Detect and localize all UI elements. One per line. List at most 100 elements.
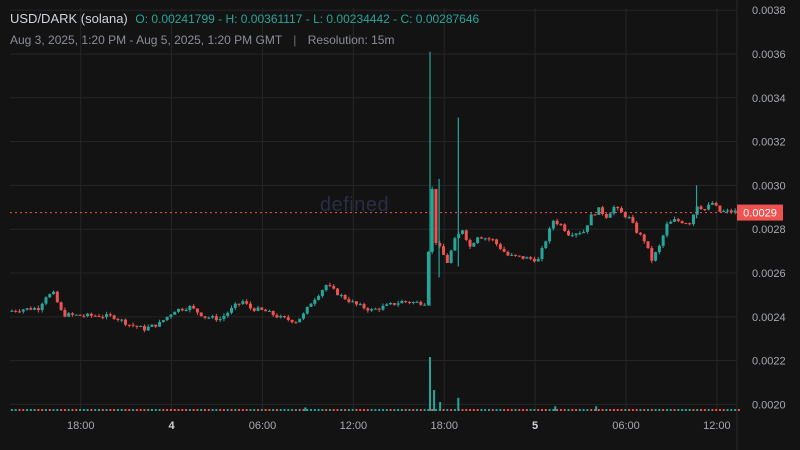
- volume-bar: [139, 409, 142, 411]
- candle-body: [59, 302, 63, 310]
- volume-bar: [393, 409, 396, 411]
- volume-bar: [563, 409, 566, 411]
- candle-body: [680, 221, 684, 224]
- volume-bar: [522, 409, 525, 411]
- candle-body: [589, 214, 593, 226]
- y-tick-label: 0.0024: [752, 312, 786, 324]
- candle-body: [222, 315, 226, 320]
- x-tick-label: 12:00: [340, 420, 368, 432]
- volume-bar: [196, 409, 199, 411]
- candle-body: [214, 316, 218, 321]
- volume-bar: [48, 409, 51, 411]
- candle-body: [548, 228, 552, 242]
- candle-body: [78, 314, 82, 316]
- volume-bar: [726, 409, 729, 411]
- candle-body: [10, 310, 14, 312]
- candle-body: [688, 223, 692, 225]
- volume-bar: [101, 409, 104, 411]
- volume-bar: [321, 409, 324, 411]
- candle-body: [495, 239, 499, 245]
- candle-body: [483, 238, 487, 240]
- y-tick-label: 0.0026: [752, 268, 786, 280]
- volume-bar: [60, 409, 63, 411]
- volume-spike: [433, 390, 436, 411]
- volume-bar: [654, 409, 657, 411]
- candle-body: [430, 189, 434, 252]
- candle-body: [657, 245, 661, 253]
- volume-bar: [166, 409, 169, 411]
- volume-bar: [302, 409, 305, 411]
- candle-body: [275, 315, 279, 318]
- y-tick-label: 0.0022: [752, 356, 786, 368]
- volume-bar: [41, 409, 44, 411]
- volume-bar: [503, 409, 506, 411]
- candle-body: [67, 313, 71, 317]
- candle-body: [400, 300, 404, 304]
- candle-body: [105, 314, 109, 318]
- volume-bar: [612, 409, 615, 411]
- volume-bar: [537, 409, 540, 411]
- volume-bar: [204, 409, 207, 411]
- candle-body: [184, 309, 188, 311]
- candle-body: [612, 207, 616, 214]
- volume-bar: [332, 409, 335, 411]
- candle-body: [377, 308, 381, 310]
- candle-body: [642, 234, 646, 242]
- candle-body: [601, 207, 605, 214]
- volume-bar: [552, 409, 555, 411]
- volume-bar: [347, 409, 350, 411]
- candle-body: [620, 208, 624, 213]
- volume-bar: [582, 409, 585, 411]
- volume-bar: [427, 409, 430, 411]
- volume-bar: [609, 409, 612, 411]
- candle-body: [161, 320, 165, 322]
- candle-body: [362, 304, 366, 309]
- volume-bar: [105, 409, 108, 411]
- volume-bar: [624, 409, 627, 411]
- candle-body: [396, 303, 400, 305]
- volume-bar: [571, 409, 574, 411]
- candle-body: [574, 233, 578, 236]
- volume-bar: [173, 409, 176, 411]
- candle-body: [86, 313, 90, 317]
- volume-bar: [317, 409, 320, 411]
- volume-bar: [692, 409, 695, 411]
- volume-bar: [453, 409, 456, 411]
- volume-bar: [575, 409, 578, 411]
- volume-bar: [397, 409, 400, 411]
- volume-bar: [370, 409, 373, 411]
- volume-bar: [442, 409, 445, 411]
- volume-bar: [260, 409, 263, 411]
- candle-body: [199, 312, 203, 317]
- candle-body: [301, 313, 305, 319]
- volume-bar: [472, 409, 475, 411]
- candle-body: [33, 308, 37, 310]
- symbol-label: USD/DARK (solana): [10, 11, 128, 26]
- volume-bar: [650, 409, 653, 411]
- candle-body: [63, 309, 67, 317]
- volume-bar: [639, 409, 642, 411]
- candle-body: [567, 231, 571, 236]
- volume-bar: [219, 409, 222, 411]
- volume-bar: [567, 409, 570, 411]
- candle-body: [264, 309, 268, 312]
- volume-bar: [506, 409, 509, 411]
- candle-body: [491, 239, 495, 241]
- volume-bar: [211, 409, 214, 411]
- candle-body: [294, 322, 298, 324]
- candle-body: [608, 213, 612, 218]
- candle-body: [271, 310, 275, 316]
- volume-bar: [495, 409, 498, 411]
- candle-body: [722, 211, 726, 213]
- volume-bar: [63, 409, 66, 411]
- volume-bar: [529, 409, 532, 411]
- y-tick-label: 0.0038: [752, 5, 786, 17]
- volume-bar: [450, 409, 453, 411]
- volume-spike: [439, 402, 442, 411]
- candle-body: [328, 285, 332, 287]
- candle-body: [313, 299, 317, 304]
- candle-body: [245, 301, 249, 304]
- candle-body: [385, 304, 389, 306]
- volume-bar: [97, 409, 100, 411]
